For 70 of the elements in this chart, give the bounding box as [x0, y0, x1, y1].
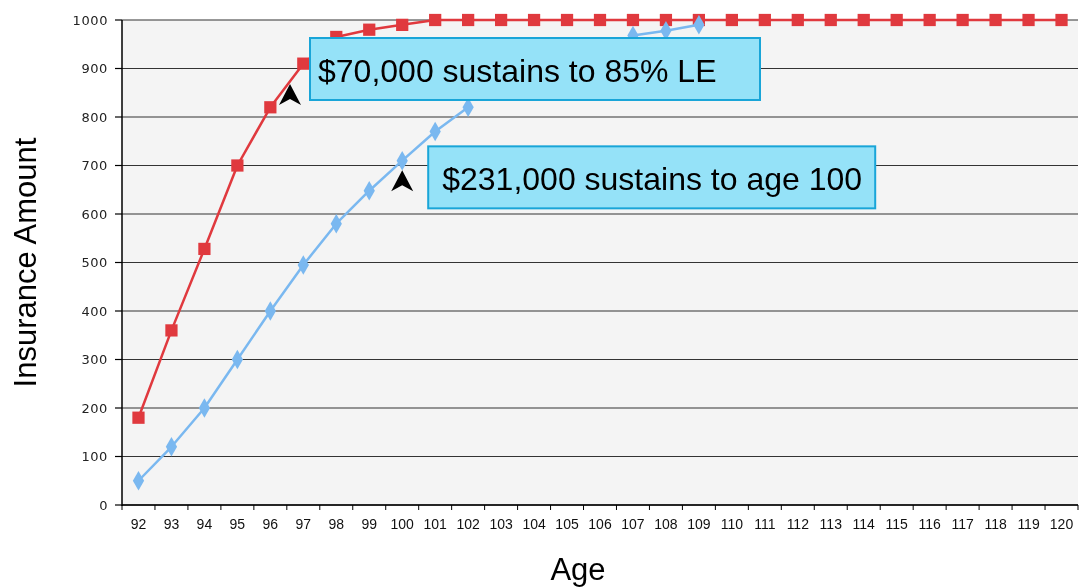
x-tick-label: 112: [786, 516, 810, 532]
x-tick-label: 103: [489, 516, 513, 532]
x-tick-label: 118: [984, 516, 1007, 532]
point: [989, 13, 1002, 27]
x-tick-label: 104: [522, 516, 546, 532]
x-tick-label: 110: [720, 516, 744, 532]
x-tick-label: 106: [588, 516, 612, 532]
x-tick-label: 92: [130, 516, 147, 532]
annotation: $231,000 sustains to age 100: [442, 161, 863, 198]
x-tick-label: 101: [423, 516, 448, 532]
point: [462, 13, 475, 27]
point: [758, 13, 771, 27]
x-tick-label: 98: [328, 516, 345, 532]
y-tick-label: 900: [81, 61, 108, 77]
point: [857, 13, 870, 27]
point: [824, 13, 837, 27]
point: [560, 13, 574, 27]
x-tick-label: 115: [885, 516, 909, 532]
x-tick-label: 119: [1017, 516, 1040, 532]
y-tick-label: 600: [81, 206, 108, 222]
x-tick-label: 108: [654, 516, 678, 532]
y-tick-label: 800: [81, 109, 108, 125]
x-tick-label: 99: [361, 516, 378, 532]
x-tick-label: 116: [918, 516, 942, 532]
y-axis-title: Insurance Amount: [8, 137, 43, 388]
y-tick-label: 100: [81, 449, 108, 465]
x-tick-label: 114: [852, 516, 876, 532]
x-tick-label: 96: [262, 516, 279, 532]
point: [494, 13, 508, 27]
x-tick-label: 107: [621, 516, 645, 532]
point: [264, 101, 277, 114]
point: [363, 23, 376, 36]
x-axis-title: Age: [550, 552, 606, 587]
x-tick-label: 95: [229, 516, 246, 532]
x-tick-label: 120: [1049, 516, 1074, 532]
x-tick-label: 100: [390, 516, 415, 532]
x-tick-label: 111: [754, 516, 776, 532]
point: [429, 13, 442, 27]
point: [396, 18, 409, 31]
point: [890, 13, 903, 27]
y-tick-label: 700: [81, 158, 108, 174]
x-tick-label: 109: [687, 516, 711, 532]
y-tick-label: 400: [81, 303, 108, 319]
x-tick-label: 105: [555, 516, 579, 532]
y-tick-label: 200: [81, 400, 108, 416]
x-tick-label: 117: [951, 516, 974, 532]
x-tick-label: 97: [295, 516, 312, 532]
point: [198, 242, 211, 256]
point: [132, 411, 145, 424]
y-tick-label: 500: [81, 255, 108, 271]
point: [923, 13, 936, 27]
x-tick-label: 113: [819, 516, 843, 532]
point: [231, 159, 244, 172]
y-tick-label: 1000: [72, 12, 108, 28]
y-tick-label: 0: [99, 497, 108, 513]
point: [791, 13, 804, 27]
point: [1022, 13, 1035, 27]
point: [1055, 13, 1068, 27]
point: [297, 57, 310, 70]
x-tick-label: 102: [456, 516, 481, 532]
x-tick-label: 93: [163, 516, 180, 532]
point: [725, 13, 738, 27]
point: [956, 13, 969, 27]
point: [165, 324, 178, 337]
point: [527, 13, 541, 27]
annotation: $70,000 sustains to 85% LE: [318, 53, 717, 89]
x-tick-label: 94: [196, 516, 213, 532]
y-tick-label: 300: [81, 352, 108, 368]
point: [593, 13, 607, 27]
point: [626, 13, 640, 27]
